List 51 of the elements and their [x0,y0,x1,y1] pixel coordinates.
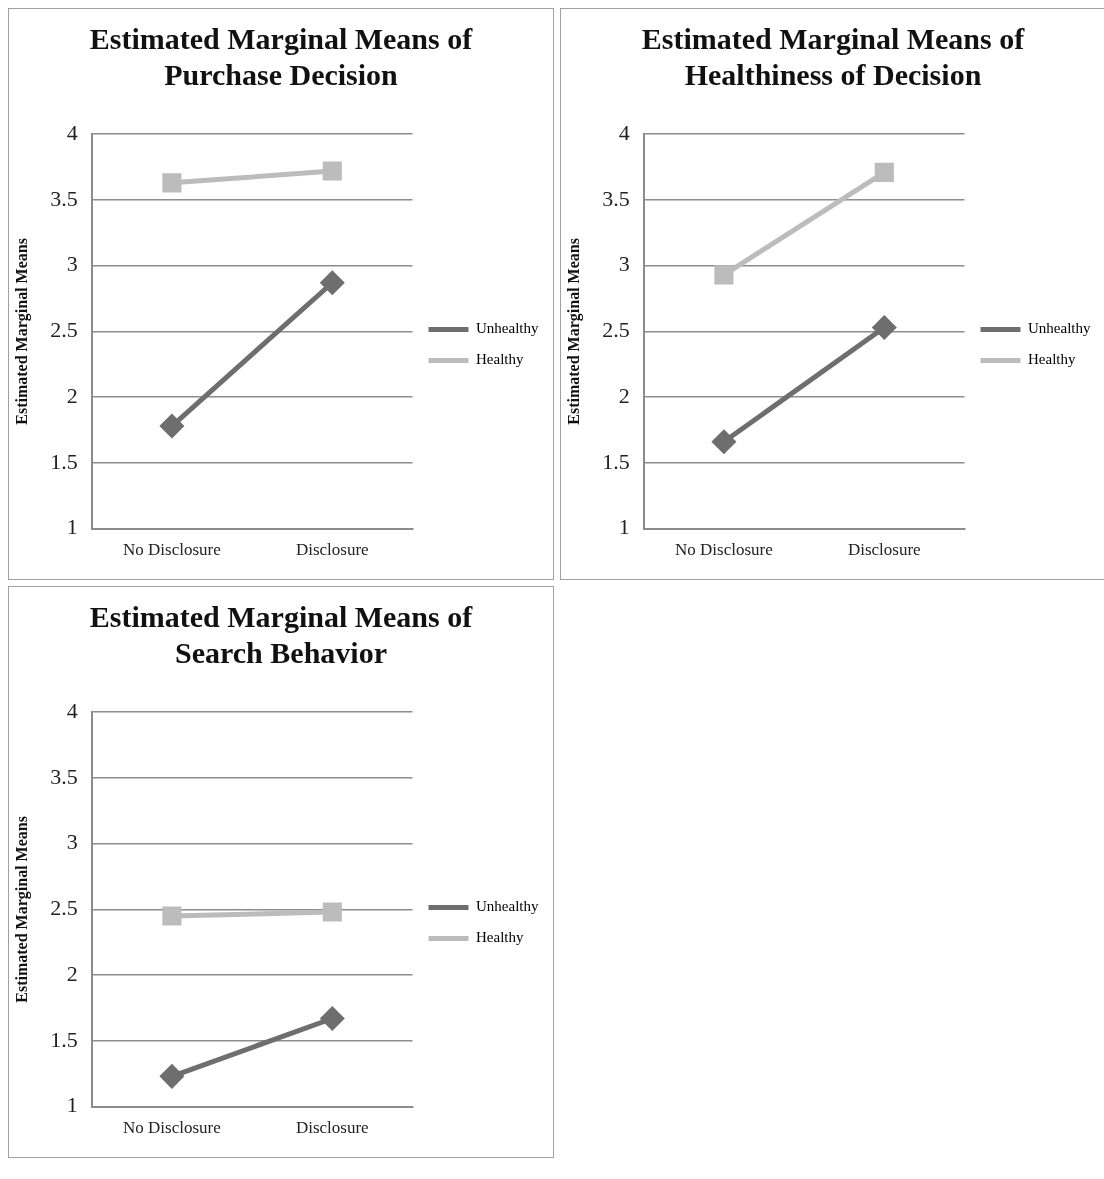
x-tick-label: No Disclosure [675,540,773,560]
legend-label: Unhealthy [476,898,539,915]
y-tick-label: 1.5 [50,1026,78,1052]
y-axis-title: Estimated Marginal Means [12,816,31,1003]
chart-title: Estimated Marginal Means of Healthiness of Decision [640,21,1026,93]
point [162,173,182,193]
legend-label: Unhealthy [1028,320,1091,337]
point [872,315,896,339]
y-tick-label: 4 [618,119,630,145]
x-tick-label: Disclosure [847,540,921,560]
y-tick-label: 3.5 [50,763,78,789]
legend-label: Healthy [476,929,524,946]
y-axis-title: Estimated Marginal Means [564,238,583,425]
y-axis-title: Estimated Marginal Means [12,238,31,425]
point [712,430,736,454]
point [160,414,184,438]
point [322,902,342,922]
y-tick-label: 1.5 [50,448,78,474]
point [320,1007,344,1031]
y-tick-label: 1.5 [602,448,630,474]
y-tick-label: 1 [66,1092,78,1118]
y-tick-label: 2 [618,382,630,408]
y-tick-label: 3.5 [602,185,630,211]
point [160,1064,184,1088]
y-tick-label: 1 [618,514,630,540]
point [714,265,734,285]
x-tick-label: No Disclosure [123,1118,221,1138]
y-tick-label: 2.5 [50,895,78,921]
point [322,161,342,181]
point [162,906,182,926]
y-tick-label: 4 [66,119,78,145]
y-tick-label: 3.5 [50,185,78,211]
legend-label: Healthy [476,351,524,368]
x-tick-label: Disclosure [295,1118,369,1138]
legend-label: Unhealthy [476,320,539,337]
point [874,162,894,182]
legend-label: Healthy [1028,351,1076,368]
y-tick-label: 2 [66,960,78,986]
x-tick-label: No Disclosure [123,540,221,560]
point [320,271,344,295]
y-tick-label: 4 [66,697,78,723]
y-tick-label: 2 [66,382,78,408]
y-tick-label: 3 [618,251,630,277]
y-tick-label: 3 [66,829,78,855]
y-tick-label: 3 [66,251,78,277]
y-tick-label: 2.5 [602,317,630,343]
y-tick-label: 2.5 [50,317,78,343]
chart-title: Estimated Marginal Means of Search Behavior [88,599,474,671]
y-tick-label: 1 [66,514,78,540]
chart-title: Estimated Marginal Means of Purchase Decision [88,21,474,93]
x-tick-label: Disclosure [295,540,369,560]
